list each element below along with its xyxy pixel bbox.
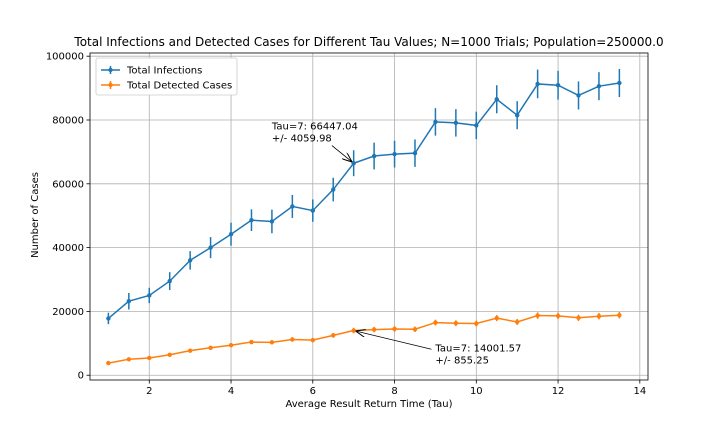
data-point bbox=[371, 327, 377, 332]
annotation-arrow bbox=[357, 331, 432, 350]
grid-layer bbox=[90, 53, 648, 380]
y-tick-label: 40000 bbox=[52, 243, 84, 254]
data-point bbox=[249, 339, 254, 345]
data-point bbox=[576, 315, 581, 320]
annotation-arrow bbox=[331, 145, 351, 162]
data-point bbox=[576, 93, 581, 98]
data-point bbox=[535, 313, 540, 318]
data-point bbox=[351, 328, 356, 333]
annotation-error-label: +/- 855.25 bbox=[435, 355, 489, 366]
x-axis-label: Average Result Return Time (Tau) bbox=[285, 399, 452, 410]
data-point bbox=[371, 153, 377, 159]
data-point bbox=[555, 313, 561, 319]
y-tick-label: 100000 bbox=[46, 52, 84, 63]
data-point bbox=[126, 299, 132, 304]
axes-layer: 2 4 6 8 10 12 14 0 20000 40000 60000 80000 100000 bbox=[46, 52, 649, 397]
series-line bbox=[108, 314, 620, 364]
legend-swatch-marker bbox=[108, 82, 113, 88]
y-tick-label: 80000 bbox=[52, 115, 84, 126]
series-layer bbox=[106, 68, 622, 366]
data-point bbox=[147, 293, 152, 298]
data-point bbox=[453, 120, 459, 126]
data-point bbox=[310, 337, 315, 343]
y-axis-label: Number of Cases bbox=[30, 172, 41, 258]
data-point bbox=[494, 97, 499, 102]
data-point bbox=[187, 348, 193, 353]
data-point bbox=[228, 232, 234, 237]
data-point bbox=[187, 258, 193, 263]
data-point bbox=[310, 208, 315, 213]
data-point bbox=[617, 313, 622, 318]
data-point bbox=[106, 316, 111, 321]
x-tick-label: 8 bbox=[391, 386, 397, 397]
data-point bbox=[208, 345, 213, 350]
data-point bbox=[249, 217, 254, 223]
y-tick-label: 20000 bbox=[52, 307, 84, 318]
data-point bbox=[208, 245, 213, 250]
data-point bbox=[351, 161, 356, 166]
data-point bbox=[474, 123, 479, 128]
x-tick-label: 10 bbox=[470, 386, 483, 397]
data-point bbox=[167, 352, 172, 357]
legend-box bbox=[95, 57, 238, 96]
data-point bbox=[433, 119, 438, 125]
series-total-infections bbox=[106, 68, 622, 325]
data-point bbox=[433, 320, 438, 325]
plot-frame bbox=[89, 52, 649, 381]
x-tick-label: 2 bbox=[146, 386, 152, 397]
y-tick-label: 60000 bbox=[52, 179, 84, 190]
data-point bbox=[290, 337, 295, 342]
data-point bbox=[412, 150, 418, 156]
data-point bbox=[126, 357, 132, 362]
data-point bbox=[555, 83, 561, 88]
chart-title: Total Infections and Detected Cases for … bbox=[73, 35, 663, 49]
annotation-layer: Tau=7: 66447.04+/- 4059.98 Tau=7: 14001.5… bbox=[271, 122, 521, 367]
data-point bbox=[514, 319, 520, 325]
annotation-value-label: Tau=7: 14001.57 bbox=[434, 343, 521, 354]
x-tick-label: 12 bbox=[552, 386, 565, 397]
x-tick-label: 6 bbox=[310, 386, 316, 397]
y-tick-label: 0 bbox=[78, 371, 84, 382]
data-point bbox=[331, 187, 336, 192]
data-point bbox=[228, 343, 234, 348]
legend-label: Total Infections bbox=[126, 66, 202, 77]
legend: Total Infections Total Detected Cases bbox=[95, 57, 238, 96]
series-total-detected-cases bbox=[106, 312, 622, 366]
data-point bbox=[106, 360, 111, 366]
data-point bbox=[269, 340, 275, 345]
x-tick-label: 4 bbox=[228, 386, 234, 397]
data-point bbox=[392, 326, 397, 332]
data-point bbox=[535, 81, 540, 87]
legend-label: Total Detected Cases bbox=[126, 81, 232, 92]
data-point bbox=[290, 204, 295, 209]
x-tick-label: 14 bbox=[633, 386, 646, 397]
legend-swatch-marker bbox=[108, 67, 113, 73]
data-point bbox=[474, 321, 479, 326]
data-point bbox=[331, 333, 336, 338]
annotation-value-label: Tau=7: 66447.04 bbox=[271, 122, 358, 133]
data-point bbox=[596, 313, 602, 319]
data-point bbox=[392, 151, 397, 157]
data-point bbox=[514, 113, 520, 118]
annotation-error-label: +/- 4059.98 bbox=[272, 134, 332, 145]
data-point bbox=[617, 80, 622, 86]
data-point bbox=[494, 315, 499, 321]
data-point bbox=[412, 327, 418, 332]
data-point bbox=[269, 219, 275, 224]
data-point bbox=[596, 83, 602, 89]
data-point bbox=[147, 355, 152, 361]
data-point bbox=[453, 321, 459, 326]
data-point bbox=[167, 278, 172, 284]
series-line bbox=[107, 82, 620, 320]
